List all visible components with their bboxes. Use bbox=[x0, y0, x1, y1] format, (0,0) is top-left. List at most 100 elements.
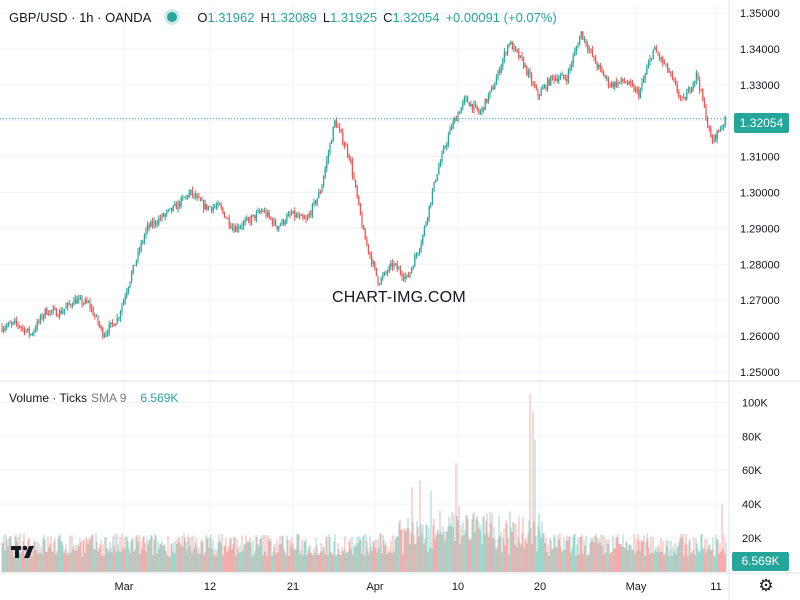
volume-bar bbox=[173, 541, 175, 572]
volume-bar bbox=[526, 543, 528, 572]
candle-body bbox=[44, 308, 46, 316]
volume-bar bbox=[423, 543, 425, 572]
volume-bar bbox=[7, 546, 9, 572]
volume-bar bbox=[669, 549, 671, 572]
candle-body bbox=[276, 226, 278, 230]
volume-bar bbox=[573, 534, 575, 572]
volume-bar bbox=[721, 504, 723, 572]
candle-body bbox=[206, 203, 208, 210]
volume-bar bbox=[168, 555, 170, 572]
volume-bar bbox=[568, 536, 570, 572]
volume-bar bbox=[49, 543, 51, 572]
volume-bar bbox=[564, 549, 566, 572]
candle-body bbox=[31, 333, 33, 335]
tradingview-logo-icon[interactable] bbox=[10, 541, 40, 561]
volume-bar bbox=[605, 552, 607, 572]
candle-body bbox=[494, 85, 496, 90]
volume-bar bbox=[617, 533, 619, 572]
candle-body bbox=[395, 263, 397, 265]
volume-bar bbox=[19, 533, 21, 572]
volume-bar bbox=[283, 548, 285, 572]
volume-bar bbox=[479, 524, 481, 572]
gear-icon[interactable]: ⚙ bbox=[758, 576, 774, 595]
volume-bar bbox=[366, 540, 368, 572]
candle-body bbox=[260, 211, 262, 213]
volume-bar bbox=[425, 524, 427, 572]
price-axis-tick-label: 1.25000 bbox=[740, 367, 780, 379]
candle-body bbox=[431, 190, 433, 203]
volume-bar bbox=[331, 553, 333, 572]
volume-bar bbox=[654, 549, 656, 572]
candle-body bbox=[318, 192, 320, 199]
candle-body bbox=[135, 260, 137, 266]
price-axis-tick-label: 1.35000 bbox=[740, 8, 780, 20]
candle-body bbox=[606, 77, 608, 79]
volume-bar bbox=[544, 543, 546, 572]
tradingview-logo-shape bbox=[11, 545, 34, 558]
volume-bar bbox=[233, 536, 235, 572]
candle-body bbox=[60, 310, 62, 314]
volume-bar bbox=[8, 538, 10, 572]
volume-bar bbox=[265, 535, 267, 572]
candle-body bbox=[54, 308, 56, 310]
volume-bar bbox=[715, 534, 717, 572]
candle-body bbox=[491, 87, 493, 91]
volume-bar bbox=[602, 534, 604, 572]
volume-bar bbox=[480, 529, 482, 572]
candle-body bbox=[123, 300, 125, 306]
candle-body bbox=[268, 212, 270, 217]
volume-bar bbox=[606, 539, 608, 572]
volume-bar bbox=[523, 547, 525, 572]
volume-bar bbox=[43, 534, 45, 572]
candle-body bbox=[15, 320, 17, 323]
candle-body bbox=[355, 180, 357, 187]
candle-body bbox=[492, 87, 494, 90]
volume-bar bbox=[453, 514, 455, 572]
candle-body bbox=[249, 219, 251, 223]
candle-body bbox=[702, 89, 704, 101]
candle-body bbox=[675, 80, 677, 85]
volume-bar bbox=[124, 549, 126, 572]
candle-body bbox=[590, 49, 592, 51]
volume-bar bbox=[305, 538, 307, 572]
volume-bar bbox=[587, 553, 589, 572]
volume-bar bbox=[424, 539, 426, 572]
candle-body bbox=[435, 180, 437, 182]
volume-bar bbox=[460, 525, 462, 572]
volume-bar bbox=[5, 534, 7, 572]
candle-body bbox=[663, 62, 665, 64]
candle-body bbox=[425, 222, 427, 227]
volume-bar bbox=[92, 535, 94, 572]
candle-body bbox=[81, 298, 83, 305]
volume-bar bbox=[297, 534, 299, 572]
volume-bar bbox=[10, 535, 12, 572]
candle-body bbox=[247, 218, 249, 220]
candle-body bbox=[327, 153, 329, 160]
volume-bar bbox=[44, 539, 46, 572]
candle-body bbox=[211, 207, 213, 211]
volume-bar bbox=[684, 543, 686, 572]
candle-body bbox=[643, 79, 645, 83]
candle-body bbox=[380, 277, 382, 284]
volume-bar bbox=[273, 544, 275, 572]
candle-body bbox=[364, 229, 366, 240]
volume-bar bbox=[702, 548, 704, 572]
volume-bar bbox=[444, 541, 446, 572]
volume-bar bbox=[243, 544, 245, 572]
candle-body bbox=[715, 134, 717, 140]
volume-bar bbox=[618, 543, 620, 572]
candle-body bbox=[12, 321, 14, 324]
volume-bar bbox=[588, 554, 590, 572]
volume-bar bbox=[144, 543, 146, 572]
candle-body bbox=[406, 274, 408, 277]
volume-value: 6.569K bbox=[140, 391, 179, 405]
candle-body bbox=[603, 71, 605, 77]
candle-body bbox=[209, 206, 211, 208]
volume-bar bbox=[120, 552, 122, 572]
volume-bar bbox=[347, 551, 349, 572]
volume-bar bbox=[680, 533, 682, 572]
volume-axis-tick-label: 100K bbox=[742, 397, 768, 409]
volume-bar bbox=[40, 546, 42, 572]
